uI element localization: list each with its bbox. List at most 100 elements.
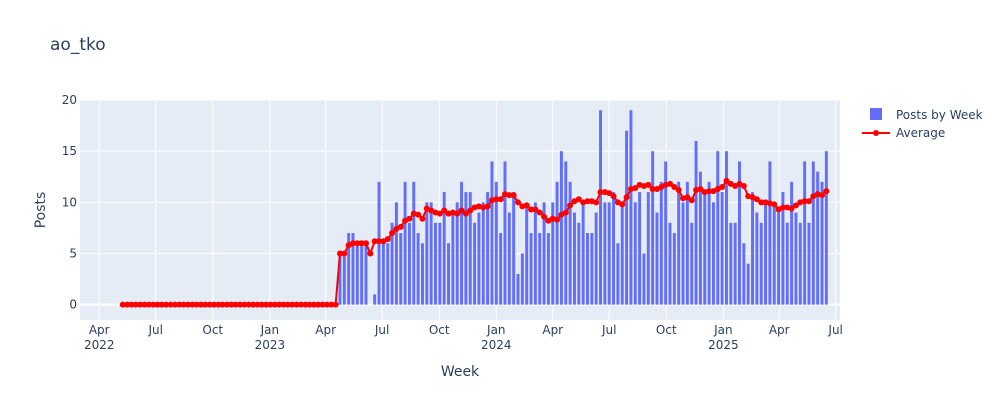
average-point (363, 240, 370, 247)
average-point (319, 301, 326, 308)
x-tick-year-label: 2023 (255, 338, 286, 352)
average-point (610, 193, 617, 200)
average-point (315, 301, 322, 308)
bar (512, 192, 516, 305)
bar (434, 222, 437, 305)
average-point (228, 301, 235, 308)
bar (542, 202, 546, 305)
bar (425, 202, 429, 305)
average-point (667, 180, 674, 187)
legend-swatch-bar (870, 108, 882, 120)
average-point (723, 177, 730, 184)
average-point (176, 301, 183, 308)
bar (568, 181, 572, 305)
average-point (397, 223, 404, 230)
bar (447, 243, 450, 305)
average-point (167, 301, 174, 308)
bar (503, 161, 507, 305)
average-point (454, 210, 461, 217)
bar (659, 181, 663, 305)
bar (412, 181, 416, 305)
legend-item-average[interactable]: Average (862, 126, 945, 140)
bar (790, 181, 794, 305)
bar (651, 151, 655, 305)
bar (355, 243, 359, 305)
average-point (597, 189, 604, 196)
x-tick-label: Apr (542, 323, 563, 337)
average-point (163, 301, 170, 308)
bar (781, 192, 785, 305)
bar (764, 202, 768, 305)
bar (451, 212, 455, 305)
average-point (823, 188, 830, 195)
x-tick-label: Jul (601, 323, 616, 337)
bar (664, 161, 668, 305)
average-point (154, 301, 161, 308)
bar (698, 171, 702, 305)
bar-layer (338, 110, 828, 305)
bar (399, 233, 403, 305)
bar (751, 192, 754, 305)
legend-label-average: Average (896, 126, 945, 140)
bar (768, 161, 772, 305)
average-point (536, 209, 543, 216)
average-point (675, 187, 682, 194)
average-point (280, 301, 287, 308)
bar (460, 181, 464, 305)
average-point (332, 301, 339, 308)
average-point (458, 207, 465, 214)
bar (564, 161, 568, 305)
bar (668, 222, 672, 305)
bar (586, 233, 589, 305)
average-point (753, 196, 760, 203)
average-point (389, 230, 396, 237)
bar (677, 181, 681, 305)
average-point (684, 194, 691, 201)
bar (490, 161, 494, 305)
average-point (406, 215, 413, 222)
average-point (697, 186, 704, 193)
x-tick-label: Jan (713, 323, 733, 337)
bar (486, 192, 490, 305)
average-point (384, 236, 391, 243)
average-point (688, 197, 695, 204)
average-point (336, 250, 343, 257)
average-point (276, 301, 283, 308)
bar (820, 181, 824, 305)
average-point (554, 216, 561, 223)
bar (724, 151, 728, 305)
average-point (124, 301, 131, 308)
legend[interactable]: Posts by Week Average (862, 108, 983, 140)
bar (351, 233, 355, 305)
bar (407, 222, 411, 305)
average-point (371, 238, 378, 245)
bar (520, 253, 524, 305)
bar (824, 151, 828, 305)
legend-item-posts-by-week[interactable]: Posts by Week (870, 108, 983, 122)
bar (612, 192, 616, 305)
bar (403, 181, 407, 305)
bar (607, 202, 611, 305)
bar (455, 202, 459, 305)
bar (690, 222, 694, 305)
bar (394, 202, 398, 305)
average-point (250, 301, 257, 308)
bar (811, 161, 815, 305)
bar (546, 233, 550, 305)
bar (429, 202, 433, 305)
average-point (415, 211, 422, 218)
average-point (510, 192, 517, 199)
average-point (128, 301, 135, 308)
y-tick-label: 5 (69, 246, 77, 260)
bar (481, 202, 485, 305)
bar (342, 253, 346, 305)
bar (390, 222, 394, 305)
bar (759, 222, 763, 305)
average-point (258, 301, 265, 308)
average-point (184, 301, 191, 308)
average-point (137, 301, 144, 308)
x-tick-label: Oct (656, 323, 677, 337)
average-point (706, 188, 713, 195)
average-point (215, 301, 222, 308)
average-point (237, 301, 244, 308)
